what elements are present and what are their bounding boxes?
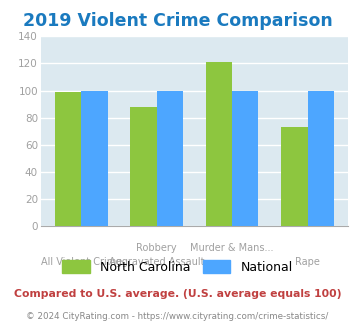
Bar <box>81 90 108 226</box>
Bar <box>130 107 157 226</box>
Text: All Violent Crime: All Violent Crime <box>40 257 122 267</box>
Bar <box>157 90 183 226</box>
Text: Rape: Rape <box>295 257 320 267</box>
Bar <box>307 90 334 226</box>
Bar <box>55 92 81 226</box>
Bar <box>281 127 307 226</box>
Text: Compared to U.S. average. (U.S. average equals 100): Compared to U.S. average. (U.S. average … <box>14 289 341 299</box>
Text: Murder & Mans...: Murder & Mans... <box>190 243 274 253</box>
Bar <box>232 90 258 226</box>
Text: Robbery: Robbery <box>136 243 177 253</box>
Bar <box>206 62 232 226</box>
Legend: North Carolina, National: North Carolina, National <box>58 255 297 279</box>
Text: 2019 Violent Crime Comparison: 2019 Violent Crime Comparison <box>23 12 332 30</box>
Text: Aggravated Assault: Aggravated Assault <box>109 257 204 267</box>
Text: © 2024 CityRating.com - https://www.cityrating.com/crime-statistics/: © 2024 CityRating.com - https://www.city… <box>26 312 329 321</box>
